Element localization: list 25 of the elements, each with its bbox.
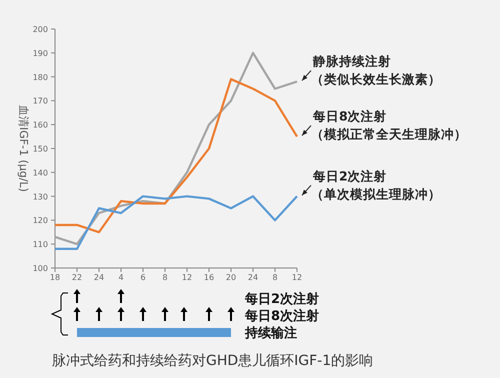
y-tick-label: 190 [32, 48, 48, 58]
x-tick-label: 24 [248, 273, 258, 282]
x-tick-label: 8 [162, 273, 168, 282]
x-tick-label: 4 [118, 273, 124, 282]
x-tick-label: 16 [204, 273, 214, 282]
x-tick-label: 18 [50, 273, 60, 282]
y-tick-label: 150 [32, 144, 48, 154]
y-tick-label: 200 [32, 25, 48, 34]
y-tick-label: 110 [32, 240, 48, 250]
x-tick-label: 6 [140, 273, 146, 282]
x-tick-label: 22 [72, 273, 82, 282]
y-tick-label: 180 [32, 72, 48, 82]
x-tick-label: 24 [94, 273, 104, 282]
y-tick-label: 130 [32, 192, 48, 202]
title: 脉冲式给药和持续给药对GHD患儿循环IGF-1的影响 [52, 353, 374, 369]
y-tick-label: 160 [32, 120, 48, 130]
y-tick-label: 100 [32, 264, 48, 273]
x-tick-label: 12 [292, 273, 302, 282]
x-tick-label: 20 [226, 273, 236, 282]
y-tick-label: 120 [32, 216, 48, 226]
x-tick-label: 8 [272, 273, 278, 282]
y-axis-title: 血清IGF-1 (μg/L) [17, 105, 30, 192]
y-tick-label: 170 [32, 96, 48, 106]
x-tick-label: 12 [182, 273, 192, 282]
y-tick-label: 140 [32, 168, 48, 178]
